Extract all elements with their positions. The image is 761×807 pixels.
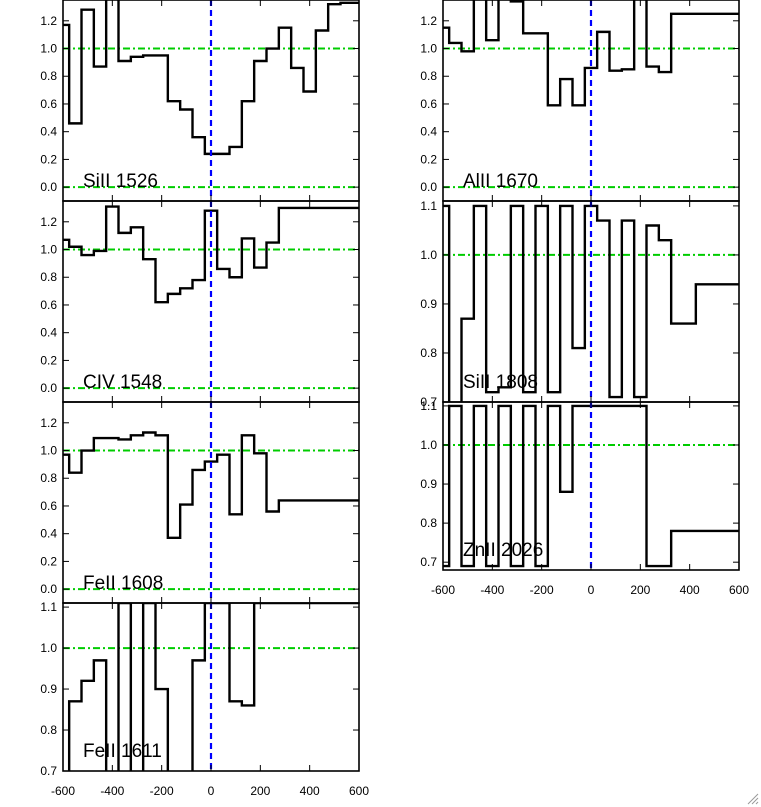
spectrum-line xyxy=(63,431,359,540)
x-tick-label: 200 xyxy=(250,784,270,798)
y-tick-label: 1.2 xyxy=(420,14,437,28)
panel-label: AlII 1670 xyxy=(463,171,538,192)
x-tick-label: 600 xyxy=(349,784,369,798)
y-tick-label: 0.2 xyxy=(40,152,57,166)
x-tick-label: -600 xyxy=(51,784,75,798)
x-tick-label: -400 xyxy=(480,583,504,597)
spectrum-line xyxy=(67,603,359,771)
y-tick-label: 0.8 xyxy=(420,516,437,530)
y-tick-label: 0.4 xyxy=(40,326,57,340)
y-tick-label: 0.0 xyxy=(40,180,57,194)
y-tick-label: 0.7 xyxy=(420,555,437,569)
x-tick-label: 400 xyxy=(680,583,700,597)
spectrum-line xyxy=(443,0,739,107)
panel-label: CIV 1548 xyxy=(83,372,162,393)
y-tick-label: 0.2 xyxy=(40,554,57,568)
y-tick-label: 1.0 xyxy=(40,444,57,458)
spectrum-line xyxy=(63,205,359,304)
y-tick-label: 1.2 xyxy=(40,14,57,28)
y-tick-label: 1.1 xyxy=(420,399,437,413)
x-tick-label: 0 xyxy=(208,784,215,798)
x-tick-label: -200 xyxy=(150,784,174,798)
panel-label: SiII 1526 xyxy=(83,171,158,192)
x-tick-label: -200 xyxy=(530,583,554,597)
panel-siii-1808: 0.7 0.8 0.9 1.0 1.1 SiII 1808 xyxy=(420,199,740,409)
x-tick-label: -400 xyxy=(100,784,124,798)
y-tick-label: 0.2 xyxy=(40,353,57,367)
y-tick-label: 1.0 xyxy=(40,243,57,257)
y-tick-label: 0.4 xyxy=(40,125,57,139)
x-tick-label: 0 xyxy=(588,583,595,597)
y-tick-label: 0.8 xyxy=(40,723,57,737)
y-tick-label: 0.0 xyxy=(40,381,57,395)
y-tick-label: 1.0 xyxy=(420,42,437,56)
y-tick-label: 1.1 xyxy=(40,600,57,614)
panel-label: ZnII 2026 xyxy=(463,540,543,561)
resize-grip-icon[interactable] xyxy=(747,793,759,805)
y-tick-label: 1.0 xyxy=(40,42,57,56)
panel-label: FeII 1608 xyxy=(83,573,163,594)
y-tick-label: 0.6 xyxy=(40,97,57,111)
y-tick-label: 0.0 xyxy=(420,180,437,194)
y-tick-label: 0.8 xyxy=(420,69,437,83)
y-tick-label: 0.8 xyxy=(40,69,57,83)
panel-alii-1670: 0.0 0.2 0.4 0.6 0.8 1.0 1.2 AlII 1670 xyxy=(420,0,740,202)
y-tick-label: 1.2 xyxy=(40,416,57,430)
panel-label: FeII 1611 xyxy=(83,741,162,762)
spectrum-line xyxy=(443,204,739,402)
x-tick-label: 600 xyxy=(729,583,749,597)
panel-siii-1526: 0.0 0.2 0.4 0.6 0.8 1.0 1.2 SiII 1526 xyxy=(40,0,360,202)
y-tick-label: 0.2 xyxy=(420,152,437,166)
x-tick-label: 200 xyxy=(630,583,650,597)
y-tick-label: 1.1 xyxy=(420,199,437,213)
y-tick-label: 0.7 xyxy=(420,395,437,409)
panel-feii-1611: 0.7 0.8 0.9 1.0 1.1 -600 -400 -200 0 200 400 600 FeI… xyxy=(40,600,369,798)
spectrum-line xyxy=(63,0,359,156)
y-tick-label: 0.0 xyxy=(40,582,57,596)
y-tick-label: 0.4 xyxy=(420,125,437,139)
y-tick-label: 0.6 xyxy=(40,499,57,513)
panel-feii-1608: 0.0 0.2 0.4 0.6 0.8 1.0 1.2 FeII 1608 xyxy=(40,401,360,604)
y-tick-label: 0.8 xyxy=(40,270,57,284)
y-tick-label: 0.9 xyxy=(40,682,57,696)
y-tick-label: 0.9 xyxy=(420,477,437,491)
panel-civ-1548: 0.0 0.2 0.4 0.6 0.8 1.0 1.2 CIV 1548 xyxy=(40,200,360,403)
y-tick-label: 1.0 xyxy=(420,248,437,262)
y-tick-label: 0.6 xyxy=(40,298,57,312)
x-tick-label: 400 xyxy=(300,784,320,798)
spectrum-line xyxy=(443,404,739,568)
y-tick-label: 1.0 xyxy=(40,641,57,655)
panel-label: SiII 1808 xyxy=(463,372,538,393)
y-tick-label: 1.2 xyxy=(40,215,57,229)
y-tick-label: 0.8 xyxy=(420,346,437,360)
y-tick-label: 0.7 xyxy=(40,764,57,778)
y-tick-label: 0.9 xyxy=(420,297,437,311)
y-tick-label: 0.4 xyxy=(40,527,57,541)
y-tick-label: 1.0 xyxy=(420,438,437,452)
y-tick-label: 0.6 xyxy=(420,97,437,111)
panel-znii-2026: 0.7 0.8 0.9 1.0 1.1 -600 -400 -200 0 200 400 600 ZnI… xyxy=(420,399,749,597)
x-tick-label: -600 xyxy=(431,583,455,597)
y-tick-label: 0.8 xyxy=(40,471,57,485)
